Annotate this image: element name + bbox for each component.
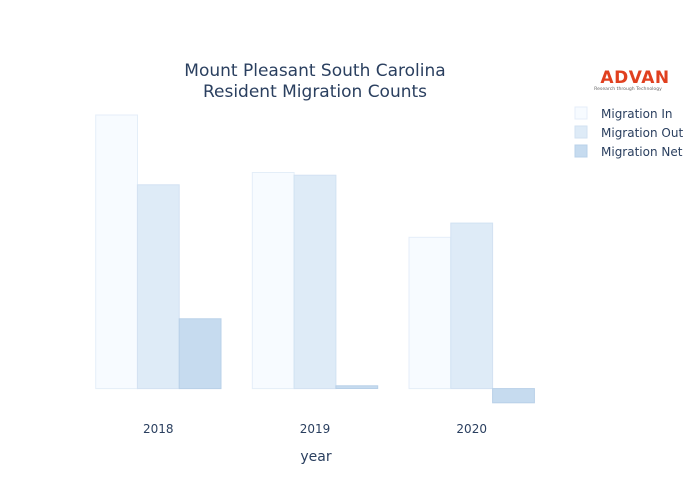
chart-title: Mount Pleasant South Carolina Resident M… [184, 61, 445, 102]
advan-logo: ADVAN Research through Technology [594, 68, 669, 92]
bar-migration-net-2019[interactable] [335, 385, 379, 389]
x-tick-label: 2020 [456, 422, 487, 436]
bar-migration-net-2020[interactable] [492, 388, 535, 404]
x-axis-ticks: 2018 2019 2020 [143, 422, 487, 436]
chart-title-line-2: Resident Migration Counts [203, 82, 427, 102]
plot-area [95, 114, 535, 404]
logo-tagline: Research through Technology [594, 86, 662, 92]
bar-migration-out-2018[interactable] [136, 184, 180, 390]
legend-swatch [574, 125, 588, 139]
legend-label: Migration Net [601, 145, 683, 159]
chart-title-line-1: Mount Pleasant South Carolina [184, 61, 445, 81]
legend-item-migration-in[interactable]: Migration In [574, 106, 673, 121]
legend-swatch [574, 144, 588, 158]
bar-migration-net-2018[interactable] [178, 318, 222, 390]
bar-migration-out-2019[interactable] [293, 174, 337, 390]
x-axis-title: year [300, 449, 331, 465]
x-tick-label: 2019 [300, 422, 331, 436]
bar-migration-in-2020[interactable] [408, 236, 452, 390]
legend[interactable]: Migration In Migration Out Migration Net [574, 106, 683, 159]
legend-item-migration-net[interactable]: Migration Net [574, 144, 683, 159]
bar-migration-in-2018[interactable] [95, 114, 138, 390]
logo-wordmark: ADVAN [600, 68, 669, 88]
bar-migration-out-2020[interactable] [450, 222, 494, 390]
x-tick-label: 2018 [143, 422, 174, 436]
legend-item-migration-out[interactable]: Migration Out [574, 125, 683, 140]
bar-migration-in-2019[interactable] [251, 172, 295, 390]
legend-swatch [574, 106, 588, 120]
legend-label: Migration In [601, 107, 673, 121]
legend-label: Migration Out [601, 126, 683, 140]
